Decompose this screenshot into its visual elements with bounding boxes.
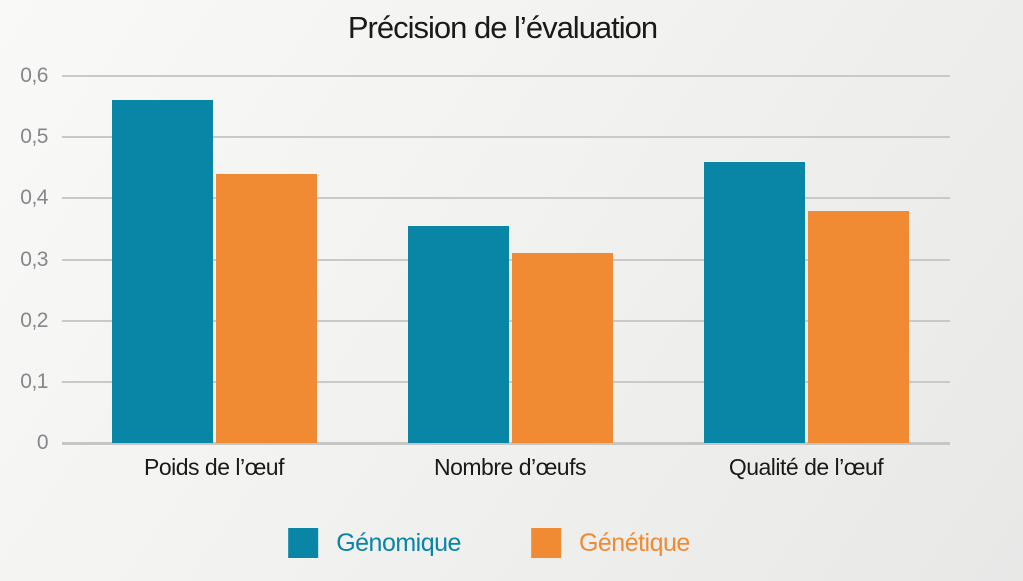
y-axis-tick-label: 0,1 (20, 369, 48, 393)
bar-genomique-0 (111, 100, 213, 443)
x-axis-category-label: Nombre d’œufs (434, 454, 586, 480)
legend-label-genomique: Génomique (336, 528, 461, 557)
gridline (62, 197, 950, 200)
gridline (62, 442, 950, 445)
gridline (62, 75, 950, 77)
y-axis-tick-label: 0,3 (20, 247, 48, 271)
plot-area (62, 75, 950, 445)
x-axis-category-label: Poids de l’œuf (143, 454, 285, 480)
y-axis-tick-label: 0,2 (20, 308, 48, 332)
legend-label-genetique: Génétique (578, 528, 690, 557)
y-axis-tick-label: 0,5 (20, 125, 48, 149)
bar-genomique-2 (703, 161, 805, 443)
legend: Génomique Génétique (288, 528, 690, 558)
y-axis-tick-label: 0 (36, 431, 49, 454)
bar-genetique-1 (511, 253, 613, 443)
bar-genomique-1 (407, 225, 509, 443)
legend-item-genomique: Génomique (288, 528, 461, 558)
gridline (62, 136, 950, 139)
chart-title: Précision de l’évaluation (347, 10, 658, 45)
x-axis-category-label: Qualité de l’œuf (728, 454, 884, 480)
genomique-swatch-icon (288, 528, 319, 558)
bar-genetique-2 (807, 210, 909, 443)
y-axis-tick-label: 0,4 (20, 186, 48, 210)
y-axis-tick-label: 0,6 (20, 64, 48, 87)
legend-item-genetique: Génétique (530, 528, 690, 558)
bar-genetique-0 (215, 173, 317, 443)
genetique-swatch-icon (530, 528, 561, 558)
